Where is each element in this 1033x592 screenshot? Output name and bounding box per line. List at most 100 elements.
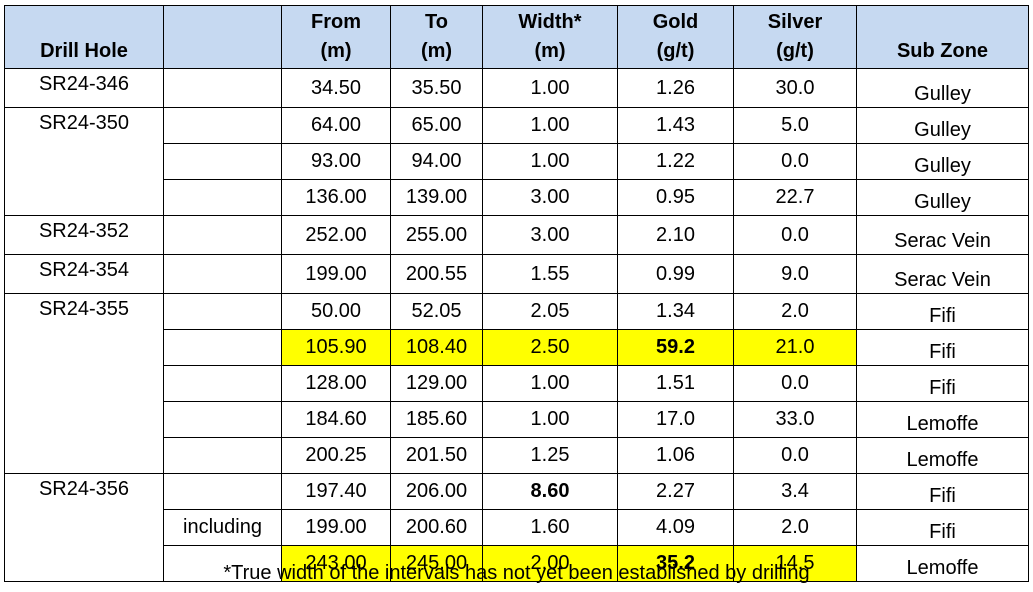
cell-from: 199.00 [281, 509, 391, 546]
cell-width: 1.55 [482, 254, 618, 294]
cell-silver: 0.0 [733, 215, 857, 255]
header-line: Sub Zone [896, 40, 989, 62]
cell-zone: Gulley [856, 179, 1029, 216]
interval-note [163, 254, 282, 294]
cell-from: 64.00 [281, 107, 391, 144]
header-line: Drill Hole [40, 40, 128, 62]
footnote: *True width of the intervals has not yet… [223, 562, 810, 584]
cell-width: 3.00 [482, 179, 618, 216]
cell-silver: 0.0 [733, 143, 857, 180]
column-header: From (m) [281, 5, 391, 69]
cell-gold: 1.06 [617, 437, 734, 474]
interval-note [163, 179, 282, 216]
interval-note [163, 215, 282, 255]
cell-to: 139.00 [390, 179, 483, 216]
cell-zone: Serac Vein [856, 254, 1029, 294]
cell-from: 243.00 [281, 545, 391, 582]
cell-gold: 35.2 [617, 545, 734, 582]
interval-note [163, 437, 282, 474]
cell-from: 184.60 [281, 401, 391, 438]
cell-from: 197.40 [281, 473, 391, 510]
cell-from: 199.00 [281, 254, 391, 294]
cell-silver: 5.0 [733, 107, 857, 144]
cell-to: 65.00 [390, 107, 483, 144]
cell-silver: 21.0 [733, 329, 857, 366]
cell-zone: Lemoffe [856, 437, 1029, 474]
cell-silver: 0.0 [733, 437, 857, 474]
cell-width: 2.05 [482, 293, 618, 330]
interval-note [163, 293, 282, 330]
interval-note [163, 143, 282, 180]
interval-note [163, 68, 282, 108]
cell-silver: 14.5 [733, 545, 857, 582]
cell-gold: 59.2 [617, 329, 734, 366]
cell-zone: Gulley [856, 143, 1029, 180]
table-body: SR24-346 34.50 35.50 1.00 1.26 30.0 Gulley SR24… [4, 68, 1029, 582]
cell-gold: 0.95 [617, 179, 734, 216]
cell-width: 8.60 [482, 473, 618, 510]
cell-silver: 2.0 [733, 509, 857, 546]
cell-width: 1.00 [482, 143, 618, 180]
cell-width: 2.50 [482, 329, 618, 366]
column-header: To (m) [390, 5, 483, 69]
interval-row: SR24-352 252.00 255.00 3.00 2.10 0.0 Serac Vei… [4, 215, 1029, 255]
cell-width: 1.00 [482, 365, 618, 402]
cell-silver: 9.0 [733, 254, 857, 294]
header-line: (g/t) [776, 40, 814, 62]
interval-row: SR24-355 50.00 52.05 2.05 1.34 2.0 Fifi [4, 293, 1029, 474]
cell-from: 93.00 [281, 143, 391, 180]
interval-row: 184.60 185.60 1.00 17.0 33.0 Lemoffe [5, 401, 1029, 438]
cell-width: 1.00 [482, 401, 618, 438]
column-header [163, 5, 282, 69]
interval-note: including [163, 509, 282, 546]
header-line: Gold [652, 11, 699, 33]
cell-to: 185.60 [390, 401, 483, 438]
cell-from: 136.00 [281, 179, 391, 216]
cell-to: 129.00 [390, 365, 483, 402]
cell-gold: 2.10 [617, 215, 734, 255]
cell-silver: 0.0 [733, 365, 857, 402]
interval-row: SR24-346 34.50 35.50 1.00 1.26 30.0 Gulley [4, 68, 1029, 108]
cell-width: 1.00 [482, 68, 618, 108]
header-line: Silver [767, 11, 823, 33]
cell-width: 1.25 [482, 437, 618, 474]
drill-hole: SR24-356 [4, 473, 164, 582]
cell-to: 255.00 [390, 215, 483, 255]
cell-to: 94.00 [390, 143, 483, 180]
cell-zone: Gulley [856, 107, 1029, 144]
cell-from: 252.00 [281, 215, 391, 255]
cell-from: 50.00 [281, 293, 391, 330]
interval-note [163, 365, 282, 402]
cell-to: 206.00 [390, 473, 483, 510]
interval-row: 128.00 129.00 1.00 1.51 0.0 Fifi [5, 365, 1029, 402]
cell-gold: 1.26 [617, 68, 734, 108]
header-line: (m) [534, 40, 566, 62]
cell-gold: 1.51 [617, 365, 734, 402]
interval-row: SR24-354 199.00 200.55 1.55 0.99 9.0 Serac Vei… [4, 254, 1029, 294]
header-line: (g/t) [656, 40, 695, 62]
drill-hole: SR24-352 [4, 215, 164, 255]
results-table: Drill Hole From (m) To (m) Width* (m) Gold (g/t)… [4, 5, 1029, 582]
header-line: To [425, 11, 448, 33]
interval-row: 243.00 245.00 2.00 35.2 14.5 Lemoffe [5, 545, 1029, 582]
interval-row: SR24-356 197.40 206.00 8.60 2.27 3.4 Fifi [4, 473, 1029, 582]
cell-zone: Gulley [856, 68, 1029, 108]
cell-to: 245.00 [390, 545, 483, 582]
cell-gold: 1.22 [617, 143, 734, 180]
interval-note [163, 107, 282, 144]
cell-width: 1.00 [482, 107, 618, 144]
header-row: Drill Hole From (m) To (m) Width* (m) Gold (g/t)… [4, 5, 1029, 69]
column-header: Drill Hole [4, 5, 164, 69]
cell-from: 105.90 [281, 329, 391, 366]
interval-note [163, 329, 282, 366]
interval-row: 105.90 108.40 2.50 59.2 21.0 Fifi [5, 329, 1029, 366]
cell-zone: Fifi [856, 473, 1029, 510]
cell-to: 200.55 [390, 254, 483, 294]
cell-gold: 17.0 [617, 401, 734, 438]
cell-gold: 1.43 [617, 107, 734, 144]
drill-hole: SR24-355 [4, 293, 164, 474]
interval-row: including 199.00 200.60 1.60 4.09 2.0 Fifi [5, 509, 1029, 546]
cell-gold: 2.27 [617, 473, 734, 510]
cell-silver: 22.7 [733, 179, 857, 216]
